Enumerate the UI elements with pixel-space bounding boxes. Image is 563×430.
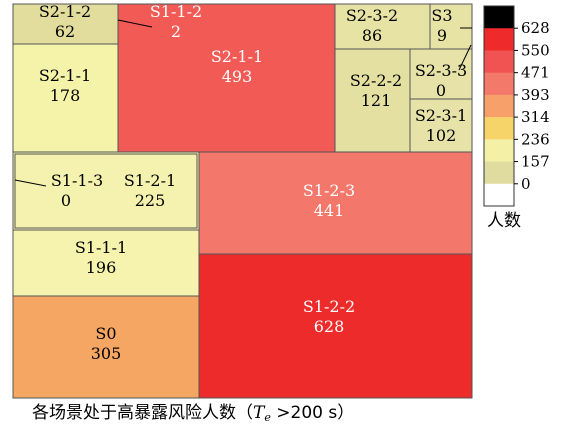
colorbar-tick-label-1: 550 [521, 41, 550, 59]
cell-label-1: S1-1-2 [150, 2, 202, 21]
cell-label-8: S2-3-1 [415, 106, 467, 125]
colorbar-band-7 [484, 161, 514, 185]
cell-value-10: 225 [135, 191, 166, 210]
colorbar-band-4 [484, 94, 514, 118]
cell-value-8: 102 [426, 126, 457, 145]
caption-text: 各场景处于高暴露风险人数（ [32, 403, 253, 423]
cell-label-7: S2-3-3 [415, 61, 467, 80]
cell-value-6: 121 [361, 91, 392, 110]
treemap-cell-s2-2-2-6 [334, 48, 411, 153]
treemap-cell-s2-1-2-0 [12, 3, 119, 45]
cell-label-14: S0 [95, 324, 116, 343]
colorbar-tick-label-0: 628 [521, 19, 550, 37]
treemap-cell-s2-1-1-5 [12, 43, 119, 153]
colorbar-tick-label-7: 0 [521, 175, 531, 193]
treemap-cell-border-s1-1-3 [14, 153, 198, 229]
treemap-cell-s2-1-1-2 [117, 3, 336, 153]
treemap-cell-s2-3-2-3 [334, 3, 431, 50]
cell-value-14: 305 [91, 344, 122, 363]
cell-value-3: 86 [362, 26, 382, 45]
cell-value-0: 62 [55, 22, 75, 41]
caption-subscript: e [264, 411, 271, 424]
colorbar-tick-label-5: 236 [521, 130, 550, 148]
caption-condition: >200 s） [270, 403, 355, 423]
cell-label-10: S1-2-1 [124, 171, 176, 190]
leader-line-3 [458, 44, 472, 71]
colorbar-frame [483, 5, 515, 207]
cell-value-7: 0 [436, 81, 446, 100]
colorbar-band-6 [484, 139, 514, 163]
colorbar-tick-label-3: 393 [521, 86, 550, 104]
colorbar-tick-label-6: 157 [521, 153, 550, 171]
cell-label-4: S3 [431, 6, 452, 25]
colorbar-band-3 [484, 72, 514, 96]
treemap-cell-s1-2-2-13 [198, 253, 473, 399]
treemap-cell-s1-2-1-10 [12, 151, 200, 231]
leader-line-1 [14, 179, 47, 187]
treemap-cell-s1-1-1-12 [12, 229, 200, 297]
cell-label-0: S2-1-2 [39, 2, 91, 21]
colorbar-band-8 [484, 183, 514, 207]
cell-value-1: 2 [171, 22, 181, 41]
cell-value-9: 0 [61, 191, 71, 210]
colorbar-tick-label-4: 314 [521, 108, 550, 126]
colorbar-title: 人数 [487, 211, 521, 231]
cell-label-13: S1-2-2 [303, 297, 355, 316]
colorbar: 628 550 471 393 314 236 157 0人数 [483, 5, 550, 231]
colorbar-band-1 [484, 28, 514, 51]
caption-variable: T [253, 403, 265, 423]
cell-label-12: S1-1-1 [75, 238, 127, 257]
colorbar-band-5 [484, 117, 514, 140]
cell-label-9: S1-1-3 [51, 171, 103, 190]
treemap-cell-s3-4 [429, 3, 473, 50]
colorbar-tick-label-2: 471 [521, 64, 550, 82]
chart-caption: 各场景处于高暴露风险人数（Te >200 s） [0, 398, 563, 424]
cell-value-11: 441 [314, 201, 345, 220]
treemap-cell-s0-14 [12, 295, 200, 399]
colorbar-band-0 [484, 6, 514, 29]
cell-label-11: S1-2-3 [303, 181, 355, 200]
treemap-cells: S2-1-262S1-1-22S2-1-1493S2-3-286S39S2-1-… [12, 2, 473, 399]
leader-lines [14, 19, 472, 187]
cell-value-12: 196 [86, 258, 117, 277]
cell-value-4: 9 [437, 26, 447, 45]
cell-value-13: 628 [314, 317, 345, 336]
treemap-cell-s2-3-1-8 [409, 98, 473, 153]
treemap-chart: S2-1-262S1-1-22S2-1-1493S2-3-286S39S2-1-… [12, 2, 550, 399]
cell-label-3: S2-3-2 [346, 6, 398, 25]
cell-label-2: S2-1-1 [211, 47, 263, 66]
cell-label-5: S2-1-1 [39, 66, 91, 85]
cell-value-2: 493 [222, 67, 253, 86]
leader-line-0 [117, 19, 153, 28]
cell-value-5: 178 [50, 86, 81, 105]
cell-label-6: S2-2-2 [350, 71, 402, 90]
colorbar-band-2 [484, 50, 514, 74]
